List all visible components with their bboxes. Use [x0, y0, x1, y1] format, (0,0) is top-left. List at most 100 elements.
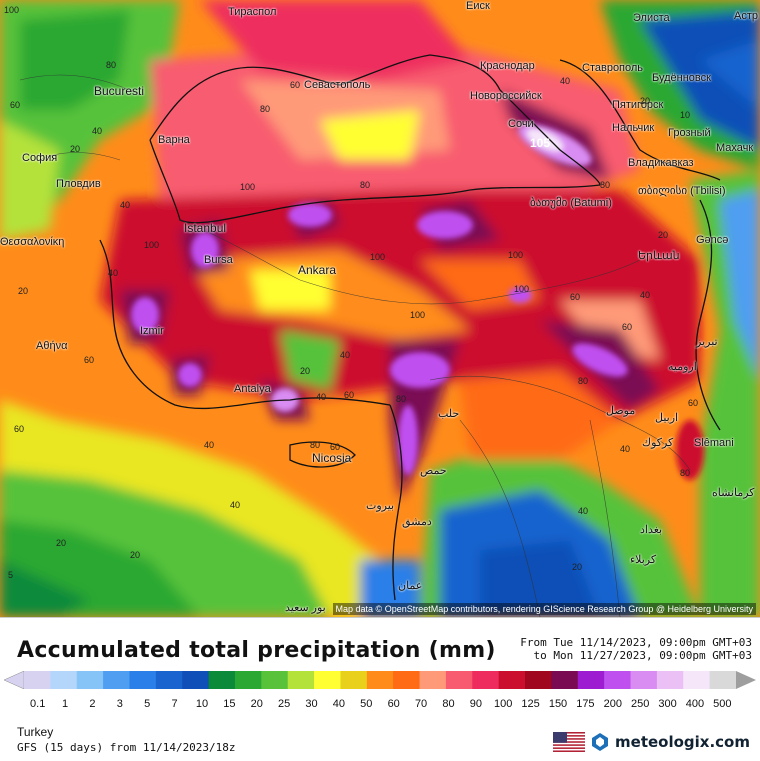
color-bar-swatch	[50, 671, 78, 689]
contour-label: 40	[120, 200, 131, 210]
borders	[19, 74, 691, 617]
city-label-bucuresti: Bucuresti	[94, 84, 145, 98]
color-bar-tick-label: 70	[414, 698, 428, 710]
city-label-elista: Элиста	[633, 12, 670, 24]
color-bar-swatch	[445, 671, 473, 689]
color-bar-swatch	[393, 671, 421, 689]
color-bar-swatch	[604, 671, 632, 689]
city-label-sofia: София	[22, 152, 58, 164]
color-bar-swatch	[419, 671, 447, 689]
color-bar-swatch	[208, 671, 236, 689]
contour-label: 60	[290, 80, 301, 90]
precipitation-map[interactable]: Тираспол Bucuresti Севастополь Краснодар…	[0, 0, 760, 617]
city-label-astr: Астр	[734, 10, 758, 22]
city-label-thessaloniki: Θεσσαλονίκη	[0, 236, 65, 248]
color-bar-tick-label: 400	[685, 698, 705, 710]
color-bar-swatch	[630, 671, 658, 689]
contour-label: 20	[18, 286, 29, 296]
contour-label: 40	[230, 500, 241, 510]
color-bar-swatch	[366, 671, 394, 689]
color-bar-swatch	[683, 671, 711, 689]
city-label-erbil: اربیل	[655, 412, 679, 424]
city-label-vladikavkaz: Владикавказ	[628, 157, 694, 169]
color-bar-swatch	[261, 671, 289, 689]
city-label-izmir: Izmir	[140, 325, 164, 337]
city-label-ankara: Ankara	[298, 263, 337, 277]
contour-label: 40	[340, 350, 351, 360]
color-bar-swatch	[472, 671, 500, 689]
color-bar-tick-label: 500	[713, 698, 732, 710]
brand-name: meteologix.com	[615, 733, 750, 751]
contour-label: 20	[640, 96, 651, 106]
color-bar-arrow-left	[4, 671, 25, 689]
city-label-slemani: Slêmani	[694, 437, 734, 449]
city-label-plovdiv: Пловдив	[56, 178, 101, 190]
color-bar-tick-label: 10	[195, 698, 209, 710]
color-bar-swatch	[129, 671, 157, 689]
color-bar-tick-label: 60	[387, 698, 400, 710]
color-bar-ticks: 0.1 1 2 3 5 7 10 15 20 25 30 40 50 60 70 80 90 100 125 150 1…	[0, 698, 760, 712]
color-bar-tick-label: 5	[144, 698, 151, 710]
contour-label: 80	[680, 468, 691, 478]
color-bar-tick-label: 40	[332, 698, 346, 710]
contour-label: 100	[514, 284, 530, 294]
color-bar-swatch	[234, 671, 262, 689]
city-label-urmia: ارومیه	[668, 361, 697, 373]
us-flag-icon[interactable]	[553, 732, 586, 752]
color-bar-swatch	[340, 671, 368, 689]
color-bar-tick-label: 125	[521, 698, 540, 710]
city-label-homs: حمص	[420, 465, 447, 477]
peak-label: 105	[530, 136, 551, 150]
city-label-athens: Αθήνα	[36, 340, 68, 352]
meteologix-logo-icon	[592, 733, 609, 751]
city-label-krasnodar: Краснодар	[480, 60, 535, 72]
color-bar-swatch	[577, 671, 605, 689]
color-bar-tick-label: 90	[469, 698, 482, 710]
color-bar-swatch	[314, 671, 341, 689]
color-bar	[4, 671, 756, 689]
contour-label: 100	[240, 182, 256, 192]
contour-label: 100	[144, 240, 160, 250]
legend-panel: Accumulated total precipitation (mm) Fro…	[0, 617, 760, 761]
color-bar-tick-label: 150	[548, 698, 568, 710]
contour-label: 40	[108, 268, 119, 278]
map-attribution[interactable]: Map data © OpenStreetMap contributors, r…	[332, 603, 756, 615]
city-label-kermanshah: کرمانشاه	[712, 487, 755, 499]
color-bar-tick-label: 15	[223, 698, 236, 710]
city-label-batumi: ბათუმი (Batumi)	[530, 197, 612, 209]
model-run: GFS (15 days) from 11/14/2023/18z	[17, 741, 236, 754]
city-label-beirut: بيروت	[366, 500, 395, 512]
city-label-stavropol: Ставрополь	[582, 62, 644, 74]
color-bar-tick-label: 50	[360, 698, 373, 710]
brand[interactable]: meteologix.com	[553, 732, 750, 752]
city-label-kirkuk: كركوك	[642, 437, 674, 449]
contour-label: 40	[316, 392, 327, 402]
color-bar-tick-label: 2	[89, 698, 96, 710]
color-bar-tick-label: 25	[278, 698, 291, 710]
contour-label: 60	[688, 398, 699, 408]
color-bar-swatch	[155, 671, 183, 689]
city-label-aleppo: حلب	[438, 408, 460, 420]
coastlines	[99, 54, 721, 601]
city-label-tabriz: تبریز	[696, 336, 718, 348]
color-bar-swatch	[182, 671, 210, 689]
contour-label: 80	[578, 376, 589, 386]
range-to: to Mon 11/27/2023, 09:00pm GMT+03	[533, 649, 752, 662]
color-bar-tick-label: 30	[305, 698, 318, 710]
color-bar-swatch	[76, 671, 104, 689]
range-from: From Tue 11/14/2023, 09:00pm GMT+03	[520, 636, 752, 649]
contour-label: 40	[640, 290, 651, 300]
color-bar-tick-label: 3	[116, 698, 123, 710]
city-label-damascus: دمشق	[402, 516, 432, 528]
contour-label: 20	[572, 562, 583, 572]
color-bar-swatch	[525, 671, 552, 689]
contour-label: 60	[570, 292, 581, 302]
color-bar-tick-label: 175	[576, 698, 595, 710]
contour-label: 100	[508, 250, 524, 260]
city-label-baghdad: بغداد	[640, 524, 663, 536]
contour-label: 100	[410, 310, 426, 320]
contour-label: 80	[106, 60, 117, 70]
contour-label: 60	[330, 442, 341, 452]
color-bar-tick-label: 7	[171, 698, 178, 710]
city-label-makhachkala: Махачк	[716, 142, 754, 154]
